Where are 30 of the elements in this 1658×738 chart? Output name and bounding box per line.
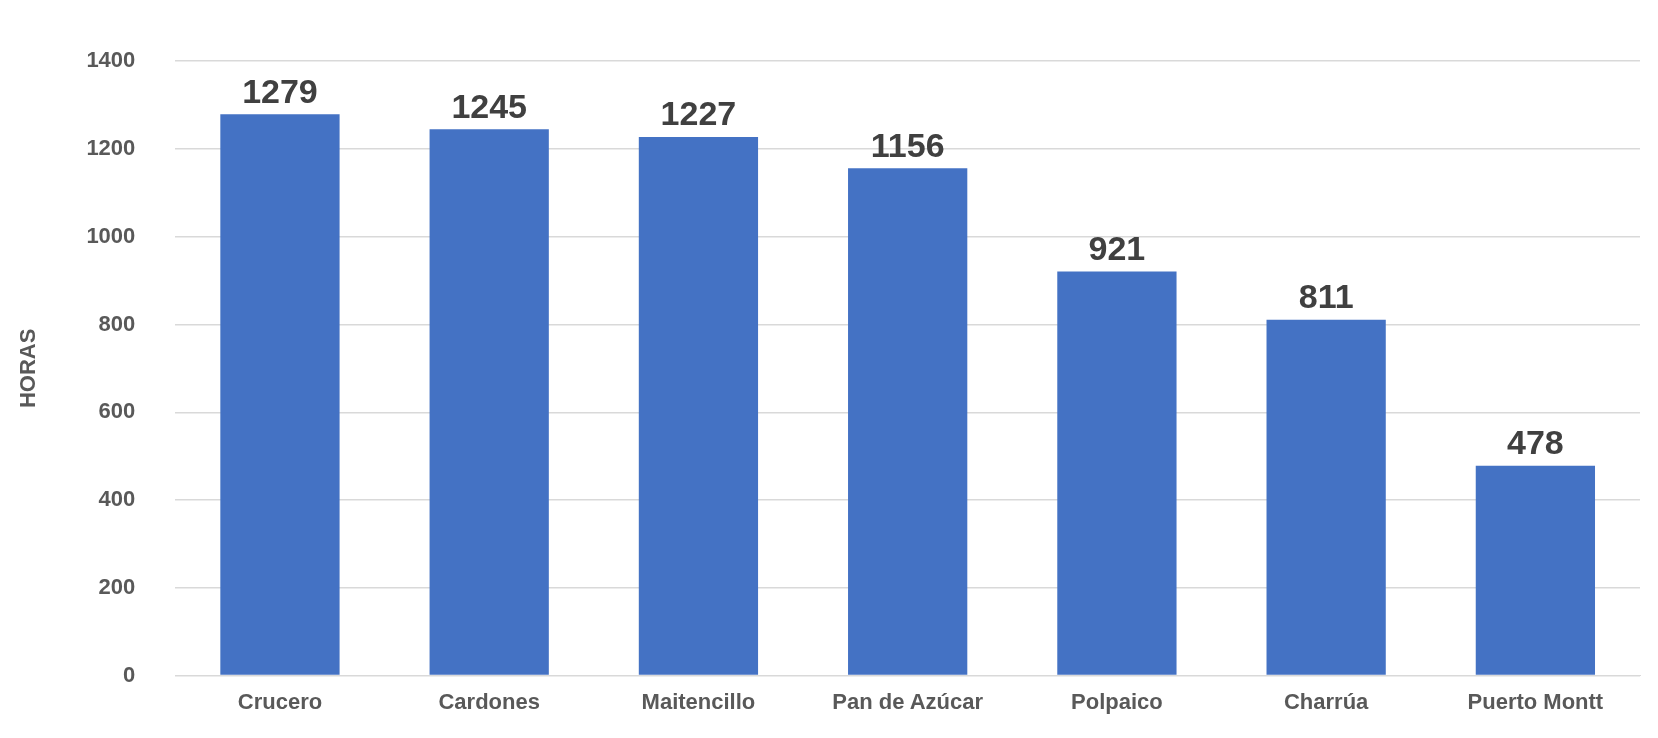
y-tick-label: 800: [98, 310, 136, 336]
data-label: 811: [1298, 277, 1354, 316]
bar: [848, 168, 968, 675]
x-tick-label: Puerto Montt: [1467, 688, 1604, 714]
bar: [1266, 319, 1386, 675]
data-label: 1279: [242, 71, 318, 110]
y-tick-label: 600: [98, 398, 136, 424]
x-tick-label: Polpaico: [1071, 688, 1163, 714]
x-tick-label: Pan de Azúcar: [832, 688, 984, 714]
bar: [1475, 465, 1596, 675]
y-tick-label: 1200: [86, 135, 136, 161]
data-label: 921: [1088, 228, 1146, 267]
bar: [1057, 271, 1177, 675]
y-axis-title: HORAS: [15, 328, 41, 409]
y-tick-label: 1400: [86, 47, 136, 73]
bar: [429, 129, 549, 675]
y-tick-label: 400: [98, 486, 136, 512]
x-tick-label: Charrúa: [1283, 688, 1370, 714]
y-tick-label: 1000: [86, 222, 136, 248]
bar: [220, 114, 340, 675]
x-tick-label: Crucero: [237, 688, 323, 714]
data-label: 1156: [870, 125, 945, 164]
x-tick-label: Maitencillo: [641, 688, 756, 714]
data-label: 1227: [660, 94, 737, 133]
x-tick-label: Cardones: [438, 688, 540, 714]
data-label: 1245: [451, 86, 528, 125]
bar: [638, 137, 759, 675]
y-tick-label: 200: [98, 573, 136, 599]
data-label: 478: [1507, 423, 1564, 462]
y-tick-label: 0: [123, 661, 136, 687]
